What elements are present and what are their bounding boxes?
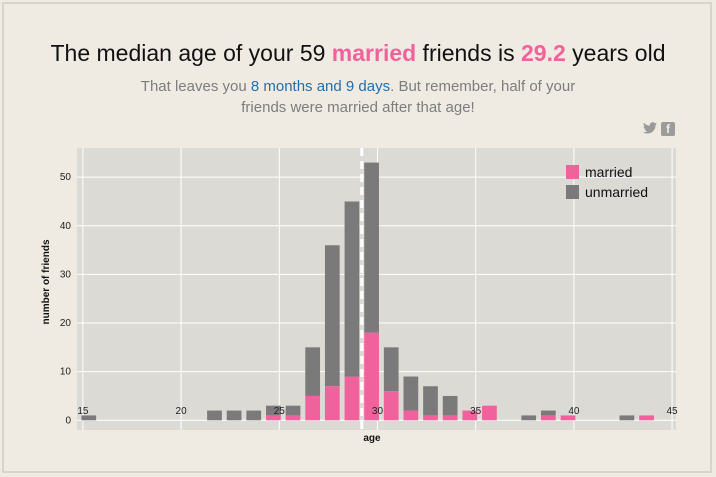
bar-unmarried-8 [344, 201, 360, 377]
headline-married: married [331, 40, 417, 66]
y-axis-label: number of friends [41, 239, 52, 324]
y-axis-ticks: 0 10 20 30 40 50 [60, 172, 72, 426]
headline-pre: The median age of your 59 [50, 40, 332, 66]
card-frame [2, 2, 712, 473]
bar-married-17 [540, 415, 556, 421]
subline: That leaves you 8 months and 9 days. But… [140, 76, 576, 118]
x-tick-40: 40 [568, 406, 580, 417]
bar-married-7 [324, 386, 340, 421]
y-tick-30: 30 [60, 269, 72, 280]
legend-label-unmarried: unmarried [585, 184, 648, 200]
bar-married-12 [423, 415, 438, 421]
bar-unmarried-6 [305, 347, 321, 396]
headline: The median age of your 59 married friend… [0, 40, 716, 67]
bar-married-15 [482, 405, 497, 421]
bar-unmarried-9 [364, 162, 379, 333]
bar-unmarried-10 [383, 347, 399, 392]
bar-unmarried-13 [442, 395, 458, 416]
x-tick-20: 20 [176, 406, 188, 417]
headline-post: years old [565, 40, 666, 66]
bar-unmarried-7 [324, 245, 340, 387]
legend-label-married: married [585, 164, 632, 180]
y-tick-10: 10 [60, 367, 72, 378]
subline-duration: 8 months and 9 days [250, 78, 391, 95]
bar-married-10 [383, 391, 399, 421]
legend-swatch-unmarried [566, 185, 579, 199]
twitter-icon[interactable] [643, 122, 657, 137]
x-axis-label: age [363, 433, 381, 444]
headline-mid: friends is [416, 40, 521, 66]
bar-married-11 [403, 410, 419, 421]
x-tick-15: 15 [77, 406, 89, 417]
bar-unmarried-16 [521, 415, 537, 421]
x-tick-35: 35 [470, 406, 482, 417]
y-tick-40: 40 [60, 221, 72, 232]
x-tick-30: 30 [372, 406, 384, 417]
bar-unmarried-3 [246, 410, 262, 421]
bar-married-4 [266, 415, 281, 421]
bar-married-6 [305, 395, 321, 421]
bar-married-9 [364, 332, 379, 421]
twitter-bird-icon [643, 122, 657, 134]
bar-married-18 [560, 415, 576, 421]
bar-unmarried-0 [81, 415, 97, 421]
legend-swatch-married [566, 165, 579, 179]
bars [81, 162, 654, 421]
bar-unmarried-5 [285, 405, 301, 416]
x-tick-25: 25 [274, 406, 286, 417]
subline-post: . But remember, half of your friends wer… [241, 78, 576, 116]
bar-married-5 [285, 415, 301, 421]
bar-unmarried-4 [266, 405, 281, 416]
bar-married-20 [639, 415, 654, 421]
bar-married-8 [344, 376, 360, 421]
bar-married-14 [462, 410, 478, 421]
y-tick-50: 50 [60, 172, 72, 183]
bar-married-13 [442, 415, 458, 421]
x-tick-45: 45 [667, 406, 679, 417]
bar-unmarried-19 [619, 415, 635, 421]
y-tick-20: 20 [60, 318, 72, 329]
x-axis-ticks: 15 20 25 30 35 40 45 [77, 406, 678, 417]
legend: married unmarried [566, 164, 648, 200]
bar-unmarried-12 [423, 386, 438, 416]
bar-unmarried-17 [540, 410, 556, 416]
y-tick-0: 0 [65, 415, 71, 426]
headline-age: 29.2 [521, 40, 566, 66]
bar-unmarried-2 [226, 410, 242, 421]
facebook-icon[interactable]: f [661, 122, 675, 136]
bar-unmarried-1 [207, 410, 222, 421]
bar-unmarried-11 [403, 376, 419, 411]
subline-pre: That leaves you [140, 78, 251, 95]
